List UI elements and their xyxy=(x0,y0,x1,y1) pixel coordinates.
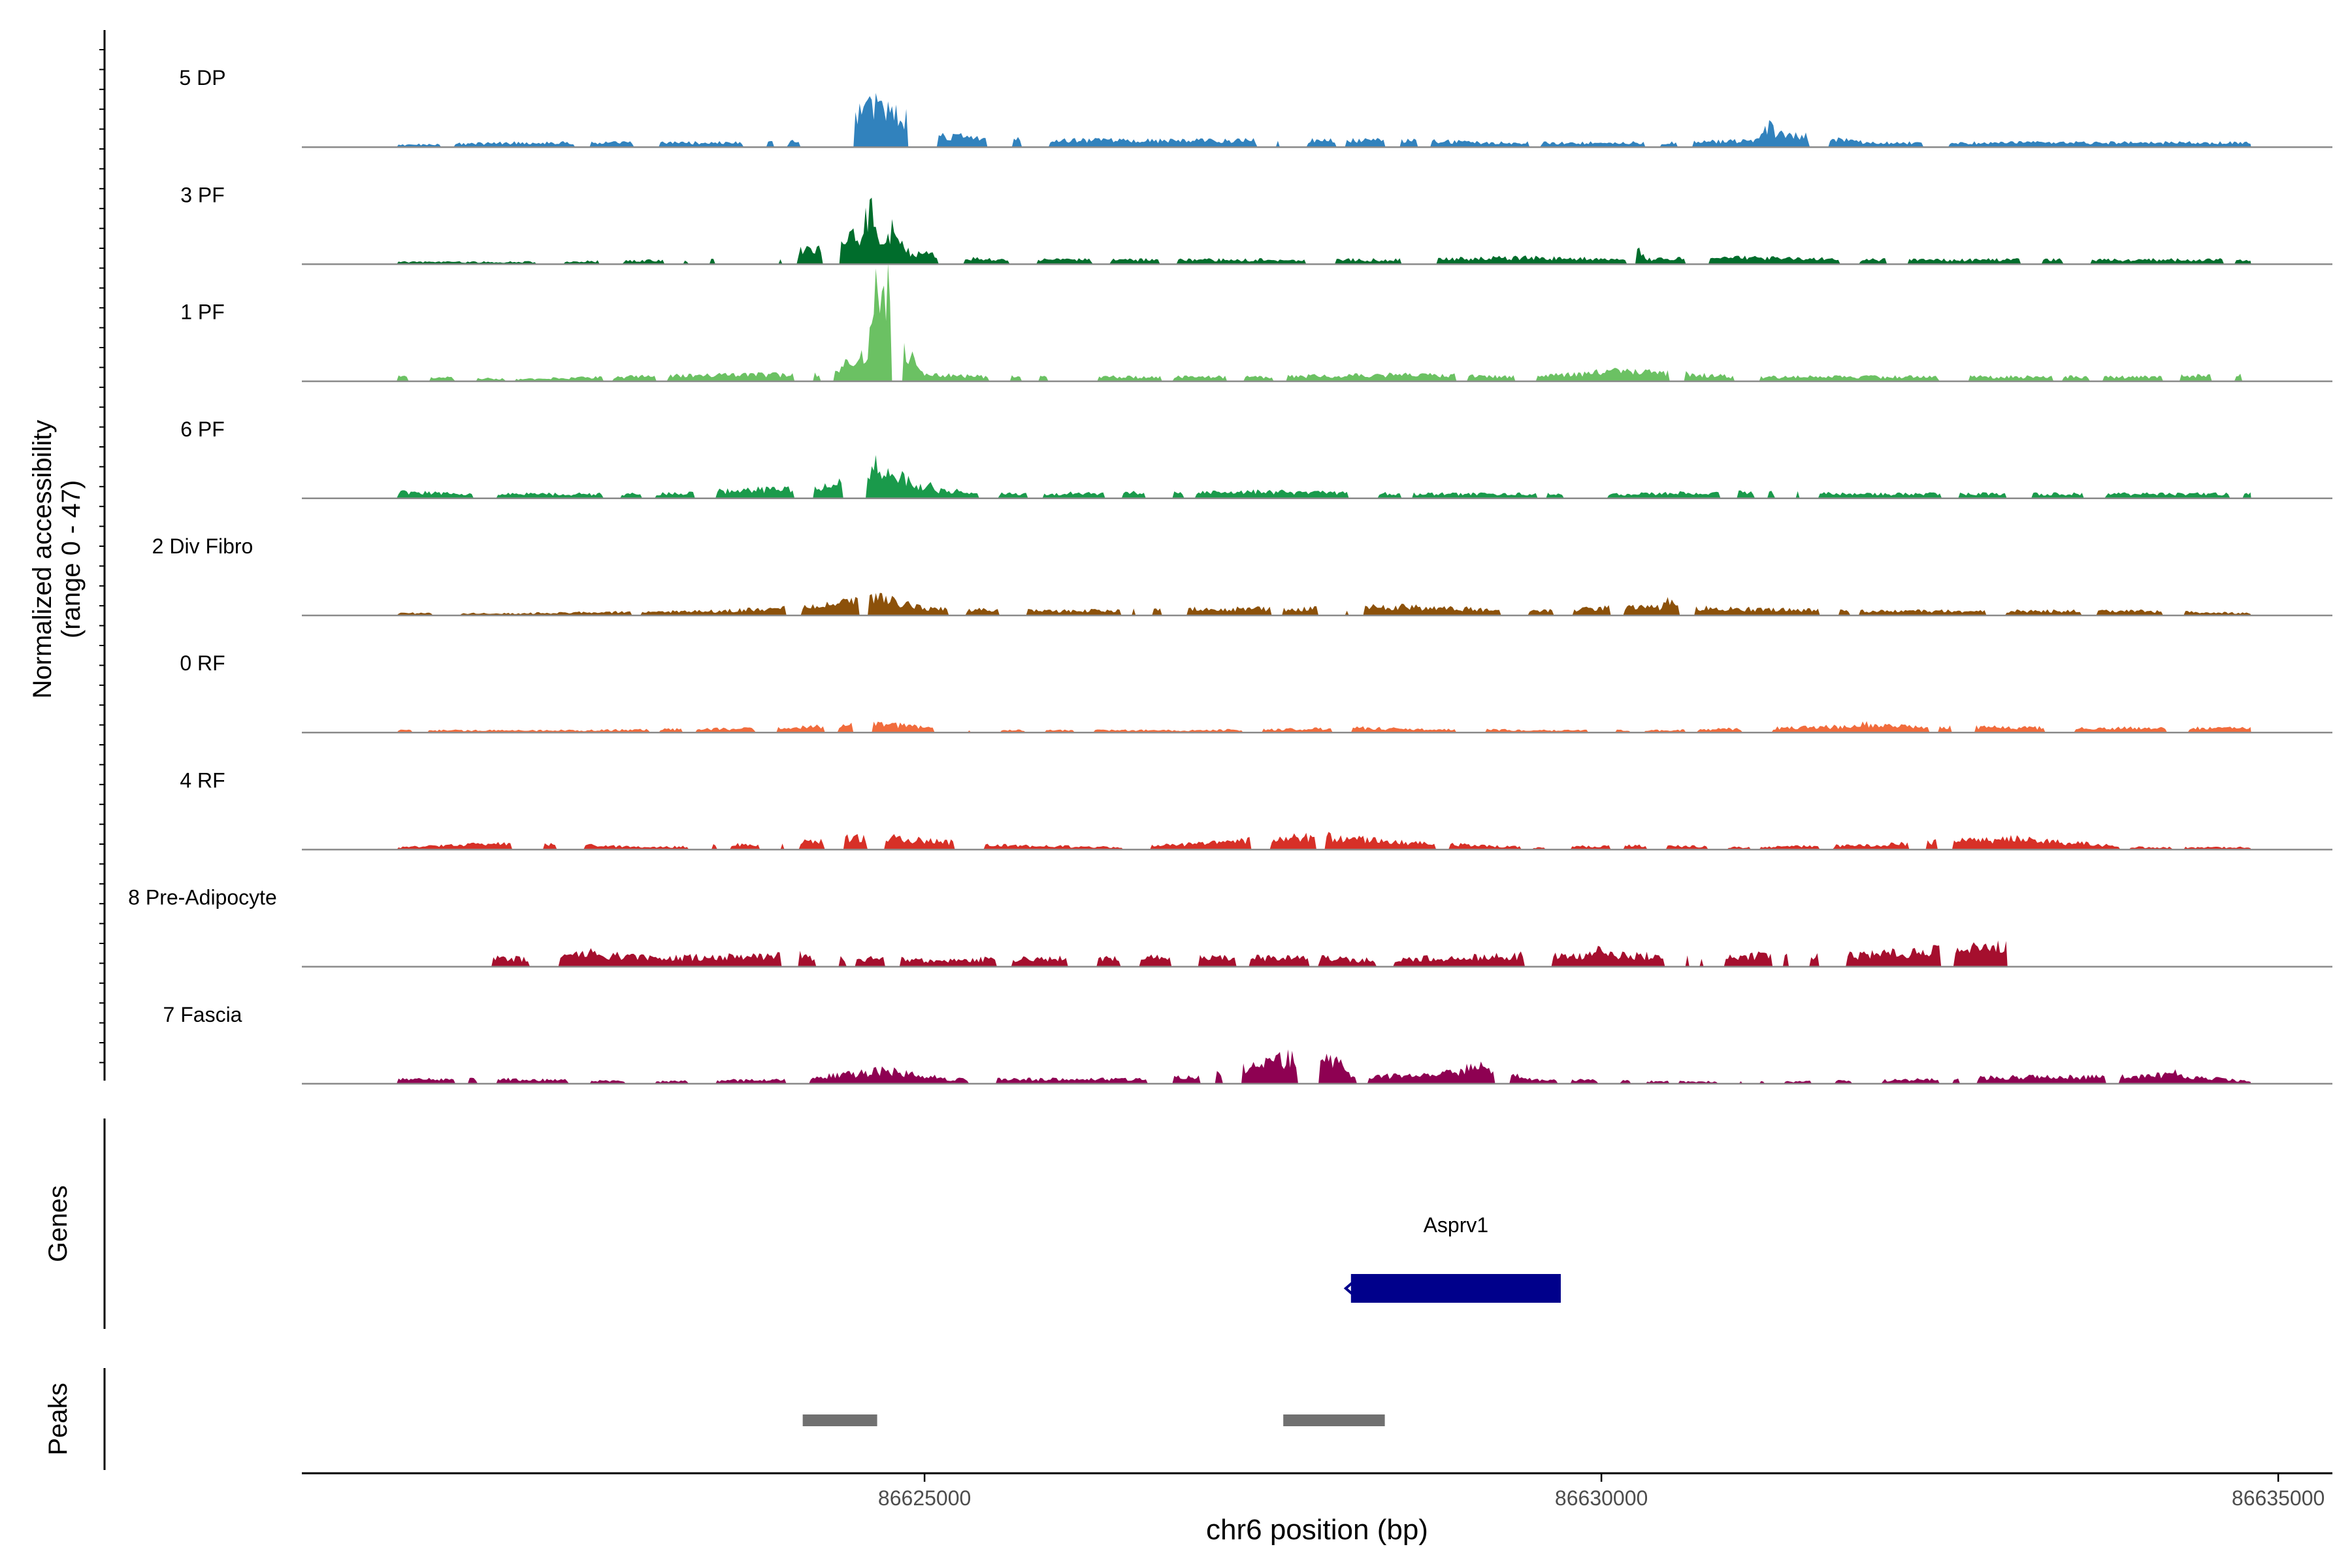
peak-region xyxy=(802,1414,877,1426)
track-label-8-pre-adipocyte: 8 Pre-Adipocyte xyxy=(128,886,277,909)
track-label-1-pf: 1 PF xyxy=(180,301,225,324)
y-axis-label: Normalized accessibility xyxy=(28,420,57,699)
coverage-area-0-rf xyxy=(397,721,2251,733)
track-label-6-pf: 6 PF xyxy=(180,417,225,441)
genes-label: Genes xyxy=(44,1185,73,1262)
y-axis xyxy=(99,30,106,1081)
track-label-4-rf: 4 RF xyxy=(180,768,225,792)
gene-strand-arrow-icon xyxy=(1343,1279,1356,1298)
peak-region xyxy=(1283,1414,1385,1426)
coverage-tracks xyxy=(302,93,2332,1085)
peak-regions xyxy=(802,1414,1385,1426)
x-axis-label: chr6 position (bp) xyxy=(1206,1514,1428,1546)
track-label-7-fascia: 7 Fascia xyxy=(163,1003,242,1026)
y-axis-range-label: (range 0 - 47) xyxy=(57,480,86,638)
genes-panel: Genes Asprv1 xyxy=(44,1119,1561,1329)
x-axis: 86625000 86630000 86635000 xyxy=(302,1472,2332,1510)
track-labels: 5 DP 3 PF 1 PF 6 PF 2 Div Fibro 0 RF 4 RF 8 Pre… xyxy=(128,66,277,1026)
x-tick-label: 86635000 xyxy=(2232,1486,2325,1510)
peaks-panel: Peaks xyxy=(44,1368,1385,1470)
peaks-label: Peaks xyxy=(44,1382,73,1455)
track-label-0-rf: 0 RF xyxy=(180,651,225,675)
coverage-area-8-pre-adipocyte xyxy=(491,940,2008,967)
track-label-5-dp: 5 DP xyxy=(179,66,225,90)
gene-body-asprv1 xyxy=(1350,1274,1561,1303)
x-tick-label: 86630000 xyxy=(1555,1486,1648,1510)
coverage-area-7-fascia xyxy=(397,1049,2251,1084)
coverage-area-4-rf xyxy=(397,832,2251,850)
coverage-area-2-div-fibro xyxy=(397,593,2251,615)
coverage-area-6-pf xyxy=(397,455,2251,498)
coverage-area-5-dp xyxy=(397,93,2251,148)
coverage-area-1-pf xyxy=(397,263,2251,382)
coverage-area-3-pf xyxy=(397,197,2251,265)
track-label-2-div-fibro: 2 Div Fibro xyxy=(152,534,253,558)
x-tick-label: 86625000 xyxy=(878,1486,971,1510)
gene-name-label: Asprv1 xyxy=(1424,1213,1489,1237)
track-label-3-pf: 3 PF xyxy=(180,183,225,206)
